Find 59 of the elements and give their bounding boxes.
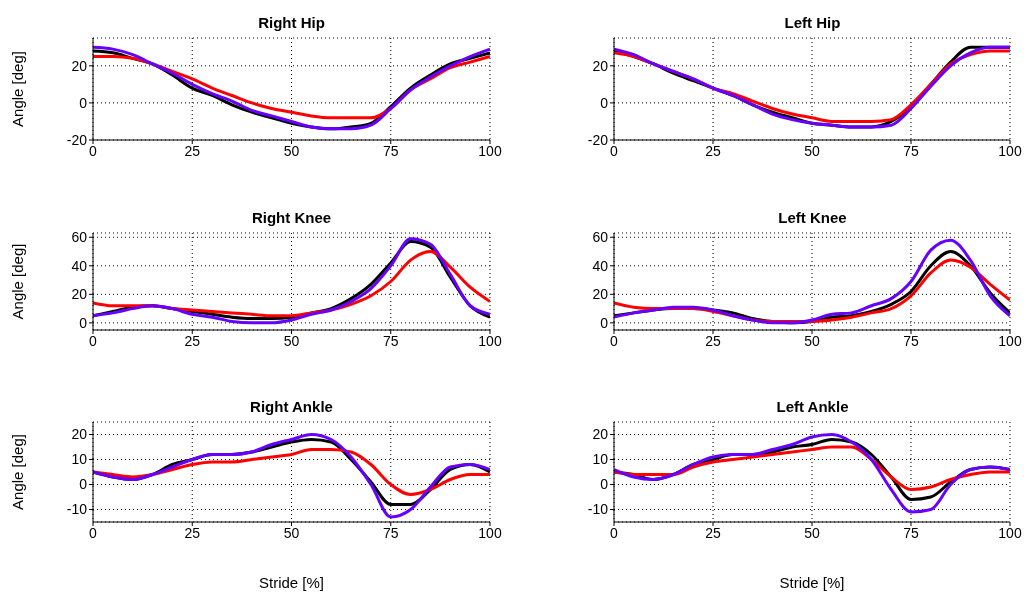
- x-tick-label: 25: [705, 142, 721, 159]
- chart-title: Left Ankle: [775, 398, 850, 416]
- x-tick-label: 75: [903, 332, 919, 349]
- x-tick-label: 100: [478, 332, 502, 349]
- y-tick-label: 60: [592, 229, 609, 246]
- x-tick-label: 75: [903, 524, 919, 541]
- chart-title: Left Hip: [783, 14, 842, 32]
- x-tick-label: 25: [184, 524, 201, 541]
- y-tick-label: 20: [592, 426, 609, 443]
- x-tick-label: 75: [382, 332, 399, 349]
- x-tick-label: 25: [705, 524, 721, 541]
- x-tick-label: 75: [903, 142, 919, 159]
- x-tick-label: 100: [998, 142, 1022, 159]
- y-tick-label: 20: [71, 286, 88, 303]
- y-tick-label: -20: [66, 131, 88, 148]
- x-tick-label: 75: [382, 142, 399, 159]
- y-tick-label: -10: [66, 501, 88, 518]
- x-tick-label: 100: [998, 332, 1022, 349]
- y-axis-title: Angle [deg]: [9, 434, 27, 510]
- y-tick-label: 0: [79, 314, 88, 331]
- y-tick-label: 0: [600, 476, 609, 493]
- y-tick-label: -20: [587, 131, 609, 148]
- line-series: [93, 433, 490, 519]
- y-tick-label: 40: [592, 257, 609, 274]
- y-tick-label: 60: [71, 229, 88, 246]
- y-tick-label: 20: [71, 426, 88, 443]
- x-tick-label: 50: [283, 524, 300, 541]
- y-tick-label: -10: [587, 501, 609, 518]
- chart-title: Left Knee: [777, 209, 848, 227]
- y-tick-label: 40: [71, 257, 88, 274]
- y-tick-label: 20: [71, 57, 88, 74]
- y-tick-label: 0: [600, 94, 609, 111]
- y-tick-label: 10: [592, 451, 609, 468]
- x-tick-label: 25: [705, 332, 721, 349]
- y-axis-title: Angle [deg]: [9, 243, 27, 320]
- chart-title: Right Hip: [257, 14, 326, 32]
- x-tick-label: 25: [184, 332, 201, 349]
- x-tick-label: 100: [478, 524, 502, 541]
- x-tick-label: 100: [998, 524, 1022, 541]
- y-axis-title: Angle [deg]: [9, 51, 27, 127]
- y-tick-label: 10: [71, 451, 88, 468]
- y-tick-label: 0: [79, 476, 88, 493]
- line-series: [614, 433, 1010, 514]
- x-tick-label: 50: [283, 142, 300, 159]
- x-tick-label: 100: [478, 142, 502, 159]
- x-tick-label: 50: [804, 524, 820, 541]
- x-tick-label: 50: [804, 332, 820, 349]
- x-tick-label: 50: [804, 142, 820, 159]
- x-tick-label: 25: [184, 142, 201, 159]
- y-tick-label: 0: [79, 94, 88, 111]
- y-tick-label: 20: [592, 57, 609, 74]
- chart-title: Right Ankle: [249, 398, 334, 416]
- y-tick-label: 0: [600, 314, 609, 331]
- x-axis-title: Stride [%]: [779, 574, 845, 591]
- y-tick-label: 20: [592, 286, 609, 303]
- x-tick-label: 75: [382, 524, 399, 541]
- x-tick-label: 50: [283, 332, 300, 349]
- chart-title: Right Knee: [250, 209, 333, 227]
- x-axis-title: Stride [%]: [258, 574, 325, 591]
